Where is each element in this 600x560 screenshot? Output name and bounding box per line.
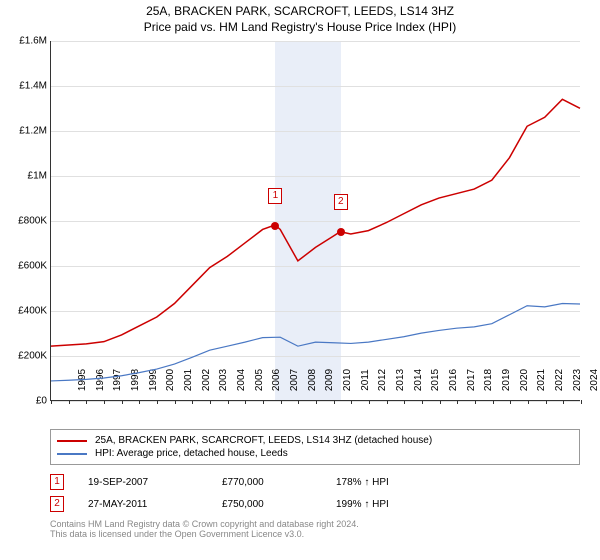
x-tick — [581, 400, 582, 404]
x-tick — [369, 400, 370, 404]
x-tick — [422, 400, 423, 404]
price-chart: £0£200K£400K£600K£800K£1M£1.2M£1.4M£1.6M… — [50, 41, 580, 401]
chart-legend: 25A, BRACKEN PARK, SCARCROFT, LEEDS, LS1… — [50, 429, 580, 465]
y-tick-label: £1.6M — [19, 36, 51, 47]
footnote-line1: Contains HM Land Registry data © Crown c… — [50, 519, 580, 529]
legend-label: 25A, BRACKEN PARK, SCARCROFT, LEEDS, LS1… — [95, 435, 432, 446]
x-tick — [475, 400, 476, 404]
transaction-price: £750,000 — [222, 499, 312, 510]
x-tick — [281, 400, 282, 404]
x-tick — [493, 400, 494, 404]
y-tick-label: £800K — [18, 216, 51, 227]
sale-marker-label-1: 1 — [268, 188, 282, 204]
x-tick — [298, 400, 299, 404]
transaction-marker: 2 — [50, 496, 64, 512]
transaction-row: 2 27-MAY-2011 £750,000 199% ↑ HPI — [50, 493, 580, 515]
y-tick-label: £1.2M — [19, 126, 51, 137]
x-tick — [334, 400, 335, 404]
x-tick — [175, 400, 176, 404]
chart-footnote: Contains HM Land Registry data © Crown c… — [50, 519, 580, 539]
transactions-table: 1 19-SEP-2007 £770,000 178% ↑ HPI 2 27-MAY-20… — [50, 471, 580, 515]
x-tick — [440, 400, 441, 404]
legend-label: HPI: Average price, detached house, Leed… — [95, 448, 288, 459]
y-tick-label: £600K — [18, 261, 51, 272]
x-tick — [510, 400, 511, 404]
x-tick — [104, 400, 105, 404]
transaction-hpi: 199% ↑ HPI — [336, 499, 389, 510]
title-line2: Price paid vs. HM Land Registry's House … — [0, 20, 600, 36]
y-tick-label: £1.4M — [19, 81, 51, 92]
sale-marker-label-2: 2 — [334, 194, 348, 210]
x-tick — [157, 400, 158, 404]
legend-swatch — [57, 453, 87, 455]
x-tick — [528, 400, 529, 404]
legend-swatch — [57, 440, 87, 442]
x-tick — [563, 400, 564, 404]
legend-row: 25A, BRACKEN PARK, SCARCROFT, LEEDS, LS1… — [57, 434, 573, 447]
chart-title: 25A, BRACKEN PARK, SCARCROFT, LEEDS, LS1… — [0, 0, 600, 35]
transaction-row: 1 19-SEP-2007 £770,000 178% ↑ HPI — [50, 471, 580, 493]
y-tick-label: £200K — [18, 351, 51, 362]
transaction-hpi: 178% ↑ HPI — [336, 477, 389, 488]
x-tick — [245, 400, 246, 404]
sale-marker-1 — [271, 222, 279, 230]
y-tick-label: £400K — [18, 306, 51, 317]
footnote-line2: This data is licensed under the Open Gov… — [50, 529, 580, 539]
x-tick — [387, 400, 388, 404]
transaction-date: 19-SEP-2007 — [88, 477, 198, 488]
x-tick — [228, 400, 229, 404]
x-tick-label: 2025 — [581, 369, 600, 391]
x-tick — [457, 400, 458, 404]
x-tick — [404, 400, 405, 404]
x-tick — [192, 400, 193, 404]
x-tick — [51, 400, 52, 404]
transaction-price: £770,000 — [222, 477, 312, 488]
x-tick — [316, 400, 317, 404]
series-price_paid — [51, 100, 580, 347]
chart-lines — [51, 41, 580, 400]
x-tick — [546, 400, 547, 404]
title-line1: 25A, BRACKEN PARK, SCARCROFT, LEEDS, LS1… — [0, 4, 600, 20]
x-tick — [86, 400, 87, 404]
y-tick-label: £1M — [28, 171, 51, 182]
x-tick — [263, 400, 264, 404]
y-tick-label: £0 — [36, 396, 51, 407]
transaction-date: 27-MAY-2011 — [88, 499, 198, 510]
legend-row: HPI: Average price, detached house, Leed… — [57, 447, 573, 460]
sale-marker-2 — [337, 228, 345, 236]
x-tick — [122, 400, 123, 404]
x-tick — [69, 400, 70, 404]
x-tick — [351, 400, 352, 404]
series-hpi — [51, 304, 580, 381]
x-tick — [210, 400, 211, 404]
transaction-marker: 1 — [50, 474, 64, 490]
x-tick — [139, 400, 140, 404]
